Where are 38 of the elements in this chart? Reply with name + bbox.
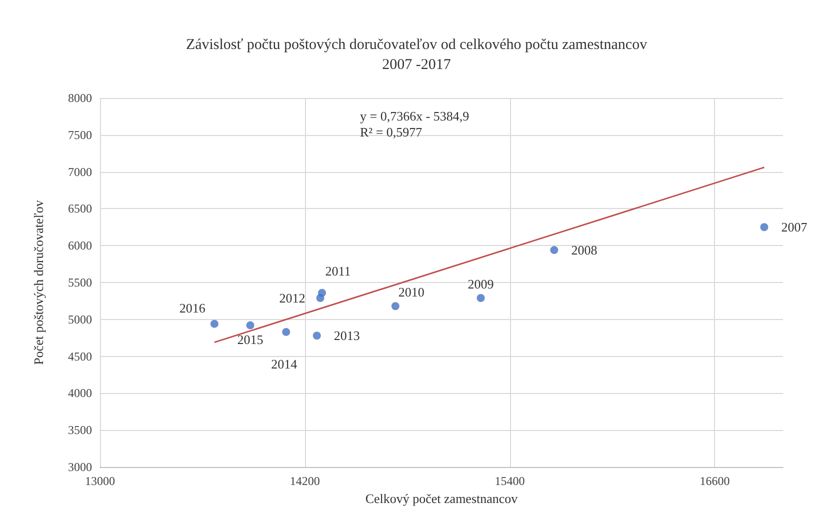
y-tick-label: 7000 (68, 164, 92, 179)
point (246, 321, 254, 330)
x-axis-title: Celkový počet zamestnancov (365, 490, 518, 506)
x-tick-label: 14200 (290, 474, 320, 488)
y-axis-title: Počet poštových doručovateľov (31, 200, 46, 365)
y-tick-label: 7500 (68, 128, 92, 142)
point (476, 294, 485, 302)
point (318, 288, 326, 297)
point (210, 320, 218, 328)
point (312, 332, 321, 340)
point (550, 246, 558, 254)
y-tick-label: 4500 (68, 349, 92, 364)
annotation: 2012 (279, 290, 306, 306)
point (282, 328, 290, 336)
x-tick-label: 15400 (494, 474, 525, 488)
y-tick-label: 3500 (68, 423, 92, 438)
annotation: 2016 (179, 300, 206, 316)
annotation: 2011 (325, 263, 351, 278)
point (760, 223, 768, 232)
y-tick-label: 6000 (68, 238, 92, 253)
annotation: 2014 (271, 356, 298, 372)
annotation: 2010 (398, 284, 424, 300)
y-tick-label: 6500 (68, 202, 92, 216)
chart-title: Závislosť počtu poštových doručovateľov od celkového počtu zamestnancov 2007 -2017 (186, 37, 648, 73)
y-tick-label: 5500 (68, 276, 92, 290)
point (391, 302, 400, 310)
annotation: 2008 (571, 242, 598, 258)
y-tick-label: 3000 (68, 460, 92, 474)
annotation: y = 0,7366x - 5384,9 R² = 0,5977 (360, 108, 470, 140)
annotation: 2009 (468, 276, 494, 292)
annotation: 2013 (334, 328, 360, 344)
y-tick-label: 5000 (68, 312, 92, 326)
x-tick-label: 16600 (700, 474, 730, 488)
y-tick-label: 4000 (68, 386, 92, 400)
annotation: 2007 (781, 220, 808, 235)
annotation: 2015 (237, 332, 264, 347)
y-tick-label: 8000 (68, 91, 92, 105)
x-tick-label: 13000 (85, 474, 115, 488)
